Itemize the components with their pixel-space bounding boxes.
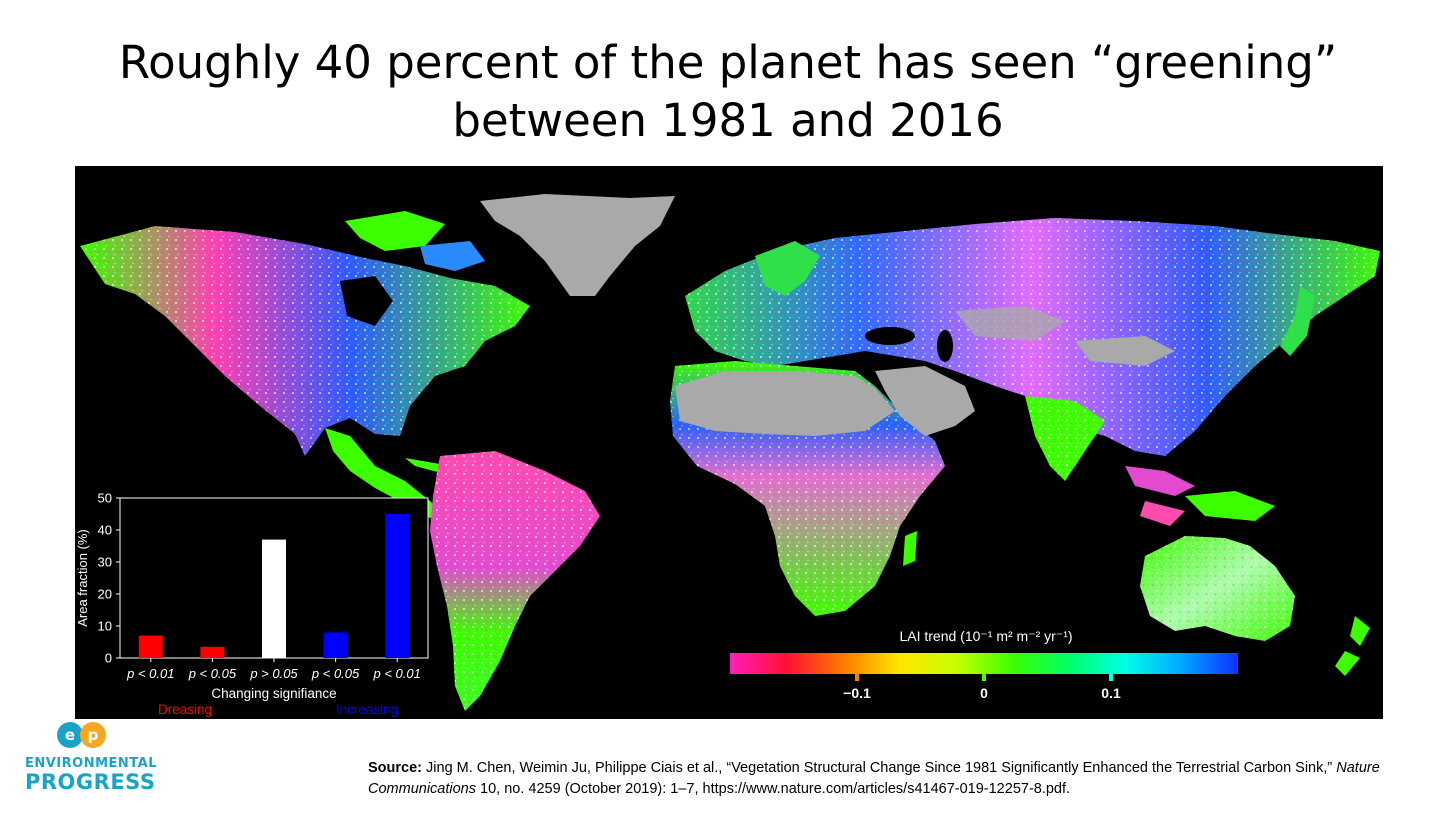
bar-4 xyxy=(385,514,410,658)
y-tick-label-4: 40 xyxy=(98,523,112,538)
y-tick-label-3: 30 xyxy=(98,555,112,570)
world-map-panel: 0 10 20 30 40 50 p < 0.01 p < 0.05 p > 0.05 p < … xyxy=(75,166,1383,719)
ep-logo-mark: e p xyxy=(57,722,106,748)
bar-0 xyxy=(138,635,163,658)
x-axis-label: Changing signifiance xyxy=(211,686,336,701)
colorbar-ticks: −0.1 0 0.1 xyxy=(843,674,1121,701)
bar-1 xyxy=(200,646,225,658)
x-tick-label-4: p < 0.01 xyxy=(373,666,421,681)
x-tick-label-3: p < 0.05 xyxy=(311,666,360,681)
x-tick-label-1: p < 0.05 xyxy=(188,666,237,681)
central-america xyxy=(325,428,445,518)
area-fraction-inset: 0 10 20 30 40 50 p < 0.01 p < 0.05 p > 0.05 p < … xyxy=(75,486,435,719)
bars xyxy=(138,514,410,658)
group-label-decreasing: Dreasing xyxy=(158,702,212,717)
source-journal: Nature Communications xyxy=(368,760,1380,797)
y-tick-label-0: 0 xyxy=(105,651,112,666)
colorbar-label: LAI trend (10⁻¹ m² m⁻² yr⁻¹) xyxy=(899,628,1072,644)
x-axis-ticks: p < 0.01 p < 0.05 p > 0.05 p < 0.05 p < 0.01 xyxy=(126,658,421,681)
colorbar-tick-mark-0 xyxy=(855,674,859,681)
arabia xyxy=(875,366,975,436)
colorbar xyxy=(730,653,1238,674)
sahara xyxy=(675,371,895,436)
bar-2 xyxy=(262,539,286,658)
lai-colorbar-legend: LAI trend (10⁻¹ m² m⁻² yr⁻¹) −0.1 0 0.1 xyxy=(725,626,1245,716)
y-axis-ticks: 0 10 20 30 40 50 xyxy=(98,491,120,666)
y-tick-label-1: 10 xyxy=(98,619,112,634)
y-axis-label: Area fraction (%) xyxy=(75,529,90,627)
logo-word-environmental: ENVIRONMENTAL xyxy=(25,756,157,771)
colorbar-tick-label-2: 0.1 xyxy=(1101,685,1121,701)
group-label-increasing: Increasing xyxy=(336,702,398,717)
scandinavia xyxy=(755,241,820,296)
environmental-progress-logo: e p ENVIRONMENTAL PROGRESS xyxy=(25,720,175,800)
source-text-1: Jing M. Chen, Weimin Ju, Philippe Ciais … xyxy=(426,760,1333,776)
svg-text:e: e xyxy=(65,726,75,744)
world-map xyxy=(80,194,1380,711)
y-tick-label-5: 50 xyxy=(98,491,112,506)
title-line-1: Roughly 40 percent of the planet has see… xyxy=(118,36,1338,89)
slide-title: Roughly 40 percent of the planet has see… xyxy=(0,34,1456,150)
source-prefix: Source: xyxy=(368,760,422,776)
colorbar-tick-mark-1 xyxy=(982,674,986,681)
logo-word-progress: PROGRESS xyxy=(25,770,156,794)
colorbar-tick-label-1: 0 xyxy=(980,685,988,701)
x-tick-label-0: p < 0.01 xyxy=(126,666,174,681)
y-tick-label-2: 20 xyxy=(98,587,112,602)
source-text-2: 10, no. 4259 (October 2019): 1–7, https:… xyxy=(480,781,1071,797)
arctic-islands xyxy=(345,211,445,251)
title-line-2: between 1981 and 2016 xyxy=(452,94,1004,147)
colorbar-tick-mark-2 xyxy=(1109,674,1113,681)
greenland xyxy=(480,194,675,296)
svg-text:p: p xyxy=(88,726,99,744)
x-tick-label-2: p > 0.05 xyxy=(249,666,298,681)
colorbar-tick-label-0: −0.1 xyxy=(843,685,871,701)
source-citation: Source: Jing M. Chen, Weimin Ju, Philipp… xyxy=(368,758,1448,800)
bar-3 xyxy=(323,632,348,658)
